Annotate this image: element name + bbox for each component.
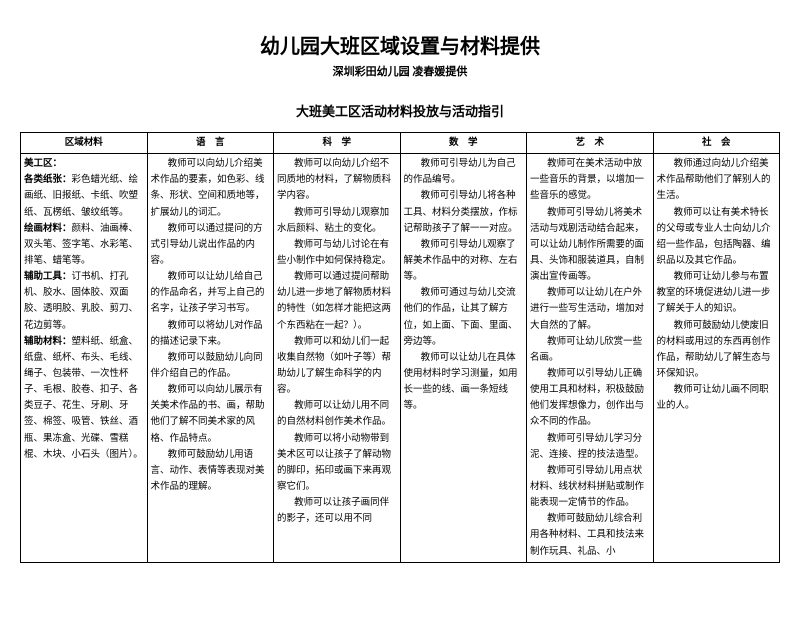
text: 教师可引导幼儿学习分泥、连接、捏的技法造型。 bbox=[530, 431, 650, 463]
text: 教师可让幼儿欣赏一些名画。 bbox=[530, 334, 650, 366]
text: 教师可以通过提问的方式引导幼儿说出作品的内容。 bbox=[151, 221, 271, 269]
text: 教师可以鼓励幼儿向同伴介绍自己的作品。 bbox=[151, 350, 271, 382]
text: 教师可以让幼儿给自己的作品命名，并写上自己的名字，让孩子学习书写。 bbox=[151, 269, 271, 317]
text: 教师可以让有美术特长的父母或专业人士向幼儿介绍一些作品，包括陶器、编织品以及其它… bbox=[657, 205, 777, 270]
section-heading: 大班美工区活动材料投放与活动指引 bbox=[20, 101, 780, 120]
text: 教师可以让幼儿在具体使用材料时学习测量，如用长一些的线、画一条短线等。 bbox=[404, 350, 524, 415]
text: 教师可引导幼儿观察加水后颜料、粘土的变化。 bbox=[277, 205, 397, 237]
text: 塑料纸、纸盒、纸盘、纸杯、布头、毛线、绳子、包装带、一次性杯子、毛根、胶卷、扣子… bbox=[24, 337, 143, 460]
col-header: 语 言 bbox=[147, 133, 274, 154]
label: 辅助工具： bbox=[24, 272, 72, 282]
text: 教师可引导幼儿将各种工具、材料分类摆放，作标记帮助孩子了解一一对应。 bbox=[404, 188, 524, 236]
materials-table: 区域材料 语 言 科 学 数 学 艺 术 社 会 美工区： 各类纸张：彩色蜡光纸… bbox=[20, 132, 780, 563]
cell-language: 教师可以向幼儿介绍美术作品的要素，如色彩、线条、形状、空间和质地等，扩展幼儿的词… bbox=[147, 154, 274, 563]
text: 教师可通过与幼儿交流他们的作品，让其了解方位，如上面、下面、里面、旁边等。 bbox=[404, 285, 524, 350]
text: 教师可引导幼儿用点状材料、线状材料拼贴或制作能表现一定情节的作品。 bbox=[530, 463, 650, 511]
text: 教师可鼓励幼儿综合利用各种材料、工具和技法来制作玩具、礼品、小 bbox=[530, 511, 650, 559]
text: 教师可在美术活动中放一些音乐的背景，以增加一些音乐的感觉。 bbox=[530, 156, 650, 204]
text: 教师可引导幼儿为自己的作品编号。 bbox=[404, 156, 524, 188]
text: 教师可以让孩子画同伴的影子，还可以用不同 bbox=[277, 495, 397, 527]
text: 教师可以将幼儿对作品的描述记录下来。 bbox=[151, 318, 271, 350]
label: 美工区： bbox=[24, 159, 62, 169]
col-header: 科 学 bbox=[274, 133, 401, 154]
text: 教师可以引导幼儿正确使用工具和材料，积极鼓励他们发挥想像力，创作出与众不同的作品… bbox=[530, 366, 650, 431]
text: 教师可以和幼儿们一起收集自然物（如叶子等）帮助幼儿了解生命科学的内容。 bbox=[277, 334, 397, 399]
text: 教师通过向幼儿介绍美术作品帮助他们了解别人的生活。 bbox=[657, 156, 777, 204]
col-header: 区域材料 bbox=[21, 133, 148, 154]
cell-math: 教师可引导幼儿为自己的作品编号。 教师可引导幼儿将各种工具、材料分类摆放，作标记… bbox=[400, 154, 527, 563]
text: 教师可以向幼儿展示有关美术作品的书、画，帮助他们了解不同美术家的风格、作品特点。 bbox=[151, 382, 271, 447]
text: 教师可与幼儿讨论在有些小制作中如何保持稳定。 bbox=[277, 237, 397, 269]
text: 教师可以让幼儿用不同的自然材料创作美术作品。 bbox=[277, 398, 397, 430]
cell-science: 教师可以向幼儿介绍不同质地的材料，了解物质科学内容。 教师可引导幼儿观察加水后颜… bbox=[274, 154, 401, 563]
text: 教师可以将小动物带到美术区可以让孩子了解动物的脚印，拓印或画下来再观察它们。 bbox=[277, 431, 397, 496]
label: 辅助材料： bbox=[24, 337, 72, 347]
text: 教师可让幼儿画不同职业的人。 bbox=[657, 382, 777, 414]
text: 教师可鼓励幼儿使废旧的材料或用过的东西再创作作品，帮助幼儿了解生态与环保知识。 bbox=[657, 318, 777, 383]
col-header: 社 会 bbox=[653, 133, 780, 154]
text: 教师可引导幼儿观察了解美术作品中的对称、左右等。 bbox=[404, 237, 524, 285]
text: 教师可以通过提问帮助幼儿进一步地了解物质材料的特性（如怎样才能把这两个东西粘在一… bbox=[277, 269, 397, 334]
col-header: 艺 术 bbox=[527, 133, 654, 154]
text: 教师可以向幼儿介绍美术作品的要素，如色彩、线条、形状、空间和质地等，扩展幼儿的词… bbox=[151, 156, 271, 221]
page-title: 幼儿园大班区域设置与材料提供 bbox=[20, 30, 780, 59]
table-header-row: 区域材料 语 言 科 学 数 学 艺 术 社 会 bbox=[21, 133, 780, 154]
text: 教师可以向幼儿介绍不同质地的材料，了解物质科学内容。 bbox=[277, 156, 397, 204]
col-header: 数 学 bbox=[400, 133, 527, 154]
cell-art: 教师可在美术活动中放一些音乐的背景，以增加一些音乐的感觉。 教师可引导幼儿将美术… bbox=[527, 154, 654, 563]
table-row: 美工区： 各类纸张：彩色蜡光纸、绘画纸、旧报纸、卡纸、吹塑纸、瓦楞纸、皱纹纸等。… bbox=[21, 154, 780, 563]
page-subtitle: 深圳彩田幼儿园 凌春媛提供 bbox=[20, 63, 780, 79]
label: 绘画材料： bbox=[24, 224, 72, 234]
cell-social: 教师通过向幼儿介绍美术作品帮助他们了解别人的生活。 教师可以让有美术特长的父母或… bbox=[653, 154, 780, 563]
text: 教师可让幼儿参与布置教室的环境促进幼儿进一步了解关于人的知识。 bbox=[657, 269, 777, 317]
label: 各类纸张： bbox=[24, 175, 72, 185]
text: 教师可以让幼儿在户外进行一些写生活动，增加对大自然的了解。 bbox=[530, 285, 650, 333]
text: 教师可引导幼儿将美术活动与戏剧活动结合起来，可以让幼儿制作所需要的面具、头饰和服… bbox=[530, 205, 650, 286]
cell-materials: 美工区： 各类纸张：彩色蜡光纸、绘画纸、旧报纸、卡纸、吹塑纸、瓦楞纸、皱纹纸等。… bbox=[21, 154, 148, 563]
text: 教师可鼓励幼儿用语言、动作、表情等表现对美术作品的理解。 bbox=[151, 447, 271, 495]
